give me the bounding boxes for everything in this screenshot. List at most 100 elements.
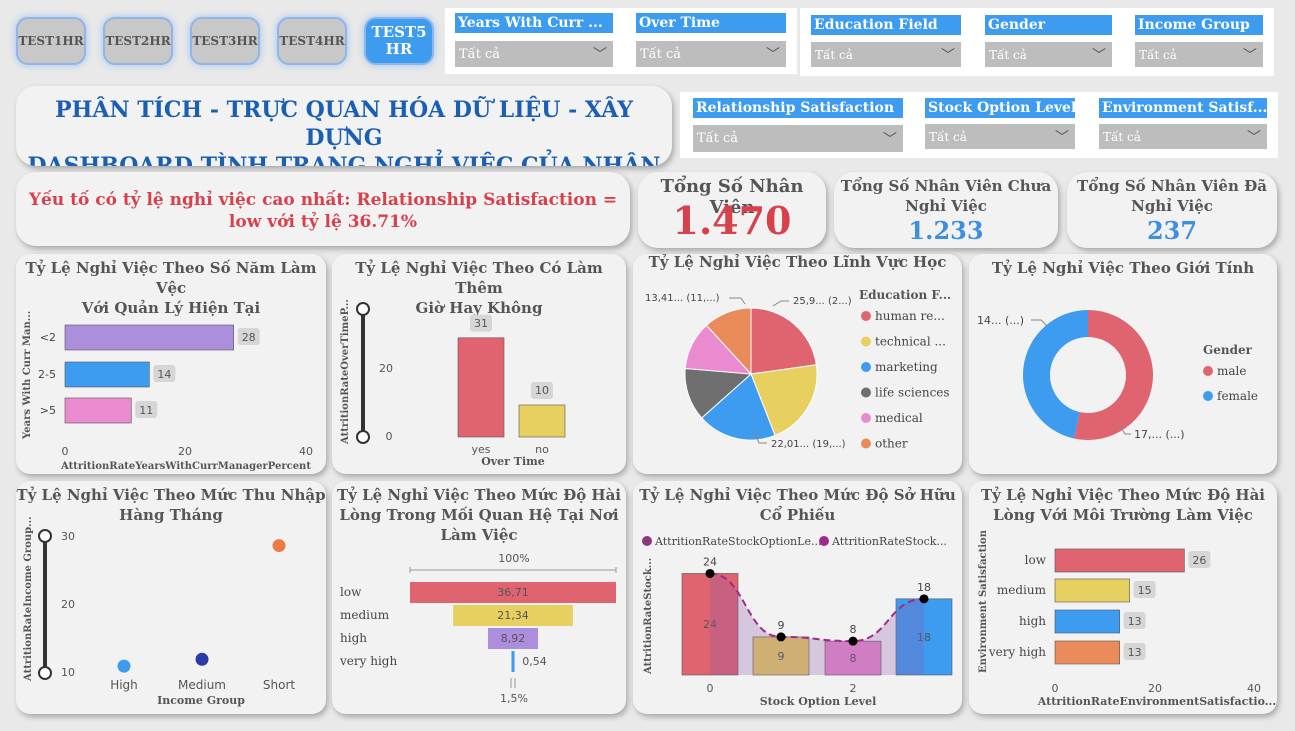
kpi-value: 1.233 [908,216,984,245]
bar[interactable] [64,324,234,351]
chart-title-line2: Lòng Với Môi Trường Làm Việc [993,506,1253,524]
slicer-dropdown[interactable]: Tất cả ﹀ [811,42,961,67]
legend-item[interactable]: female [1217,389,1258,403]
funnel-bar[interactable] [453,605,573,626]
bar[interactable] [64,361,150,388]
legend-item[interactable]: marketing [875,360,938,374]
y-axis-label: Environment Satisfaction [978,529,989,673]
bar[interactable] [824,640,882,676]
slicer-label: Gender [985,15,1112,35]
tab-test1hr[interactable]: TEST1HR [16,17,86,65]
slicer-dropdown[interactable]: Tất cả ﹀ [693,125,903,152]
chevron-down-icon: ﹀ [1243,47,1257,64]
legend-title: Education F... [859,288,951,302]
donut-slice[interactable] [1023,310,1088,439]
data-label: 13 [1128,615,1142,628]
slicer-environment-satisfaction[interactable]: Environment Satisf... Tất cả ﹀ [1099,98,1267,150]
x-tick: 0 [1052,682,1059,695]
chart-title: Tỷ Lệ Nghỉ Việc Theo Số Năm Làm Vệc Với … [16,258,326,318]
data-label: 21,34 [497,609,529,622]
x-tick: 40 [299,445,313,458]
funnel-bar[interactable] [487,628,539,649]
slicer-dropdown[interactable]: Tất cả ﹀ [1099,124,1267,149]
leader-line [1031,319,1048,327]
legend-marker [861,438,871,449]
y-axis-label: Years With Curr Man... [22,311,33,440]
funnel-bar[interactable] [410,582,616,603]
tab-test4hr[interactable]: TEST4HR [277,17,347,65]
donut-slice[interactable] [1073,310,1153,440]
legend-item[interactable]: male [1217,364,1246,378]
line-value-label: 18 [917,581,931,594]
legend-item[interactable]: technical ... [875,335,946,349]
slicer-dropdown[interactable]: Tất cả ﹀ [985,42,1112,67]
data-label: 15 [1138,584,1152,597]
y-tick: 20 [379,362,393,375]
range-slider-handle[interactable] [38,529,52,543]
chart-title-line3: Làm Việc [440,526,518,544]
legend-item[interactable]: human re... [875,309,945,323]
slicer-education-field[interactable]: Education Field Tất cả ﹀ [811,15,961,67]
slicer-gender[interactable]: Gender Tất cả ﹀ [985,15,1112,67]
y-tick: very high [339,654,397,668]
legend-item[interactable]: life sciences [875,386,950,400]
bar[interactable] [518,404,566,438]
legend-marker [1203,366,1213,376]
legend-marker [861,362,871,372]
range-slider-handle[interactable] [356,430,370,444]
line-point[interactable] [848,636,858,646]
bar[interactable] [1054,548,1185,573]
line-point[interactable] [776,632,786,642]
range-slider-handle[interactable] [356,302,370,316]
scatter-point[interactable] [272,539,286,553]
slicer-dropdown[interactable]: Tất cả ﹀ [925,124,1075,149]
kpi-label-line1: Tổng Số Nhân Viên Chưa [840,177,1052,195]
kpi-label-line2: Nghỉ Việc [905,197,987,215]
leader-line [729,297,746,305]
bar[interactable] [457,337,505,438]
page-title-line2: DASHBOARD TÌNH TRẠNG NGHỈ VIỆC CỦA NHÂN … [27,153,661,166]
y-tick: high [1019,614,1046,628]
x-tick: Short [263,678,295,692]
pie-slice[interactable] [701,373,776,441]
bar[interactable] [752,636,810,676]
tab-test5hr[interactable]: TEST5 HR [364,17,434,65]
slicer-dropdown[interactable]: Tất cả ﹀ [455,41,613,67]
tab-test2hr[interactable]: TEST2HR [103,17,173,65]
bar[interactable] [681,573,739,676]
insight-text: Yếu tố có tỷ lệ nghỉ việc cao nhất: Rela… [16,189,630,233]
legend-marker [642,536,652,546]
line-value-label: 9 [778,619,785,632]
y-tick: 2-5 [38,368,56,381]
kpi-not-left: Tổng Số Nhân Viên Chưa Nghỉ Việc 1.233 [834,172,1058,248]
line-point[interactable] [919,594,929,604]
line-point[interactable] [705,568,715,578]
scatter-point[interactable] [117,659,131,673]
funnel-top-label: 100% [498,552,529,565]
range-slider-handle[interactable] [38,666,52,680]
bar[interactable] [1054,609,1120,634]
funnel-bar[interactable] [511,651,515,672]
tab-test3hr[interactable]: TEST3HR [190,17,260,65]
bar[interactable] [64,397,132,424]
slicer-income-group[interactable]: Income Group Tất cả ﹀ [1135,15,1263,67]
slicer-dropdown[interactable]: Tất cả ﹀ [636,41,786,67]
legend-item[interactable]: medical [875,411,923,425]
pie-slice[interactable] [750,364,818,437]
slicer-stock-option-level[interactable]: Stock Option Level Tất cả ﹀ [925,98,1075,150]
scatter-point[interactable] [195,652,209,666]
slicer-years-with-curr[interactable]: Years With Curr ... Tất cả ﹀ [455,13,613,68]
slicer-dropdown[interactable]: Tất cả ﹀ [1135,42,1263,67]
x-tick: 20 [1148,682,1162,695]
slicer-relationship-satisfaction[interactable]: Relationship Satisfaction Tất cả ﹀ [693,98,903,154]
slicer-over-time[interactable]: Over Time Tất cả ﹀ [636,13,786,68]
pie-slice[interactable] [705,307,752,376]
pie-slice[interactable] [750,307,817,375]
chart-title-line1: Tỷ Lệ Nghỉ Việc Theo Mức Độ Sở Hữu [639,486,956,504]
x-tick: 0 [707,682,714,695]
kpi-label-line2: Nghỉ Việc [1131,197,1213,215]
bar[interactable] [1054,578,1130,603]
bar-value-label: 9 [778,650,785,663]
legend-item[interactable]: other [875,437,908,451]
bar[interactable] [1054,640,1120,665]
